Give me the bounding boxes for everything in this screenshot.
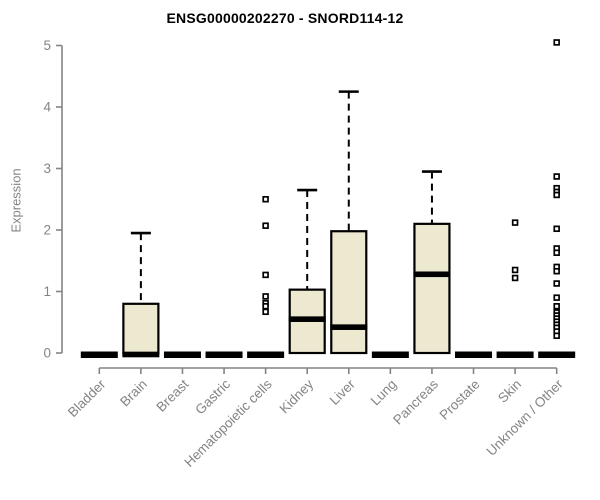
boxplot-flat-zero-box [205, 351, 243, 358]
outlier-point [262, 293, 269, 300]
outlier-point [262, 271, 269, 279]
outlier-point [553, 173, 560, 180]
x-tick-label: Liver [327, 376, 359, 408]
x-tick-label: Prostate [436, 377, 482, 423]
y-tick-label: 3 [43, 161, 51, 176]
outlier-point [262, 308, 269, 316]
boxplot-box [330, 230, 368, 355]
outlier-point [511, 266, 519, 274]
outlier-point [511, 219, 519, 226]
boxplot-flat-zero-box [538, 351, 576, 358]
outlier-point [553, 249, 560, 257]
outlier-point [553, 332, 560, 340]
outlier-point [553, 267, 560, 275]
boxplot-flat-zero-box [371, 351, 409, 358]
boxplot-flat-zero-box [80, 351, 118, 358]
chart-title: ENSG00000202270 - SNORD114-12 [166, 10, 404, 26]
boxplot-median [413, 271, 451, 278]
outlier-point [262, 222, 269, 229]
outlier-point [553, 303, 560, 310]
outlier-point [511, 274, 519, 282]
x-tick-label: Gastric [192, 376, 233, 417]
outlier-point [553, 294, 560, 301]
y-tick-label: 1 [43, 284, 51, 299]
outlier-point [553, 280, 560, 287]
x-tick-label: Skin [495, 377, 524, 406]
boxplot-flat-zero-box [455, 351, 493, 358]
y-tick-label: 0 [43, 346, 51, 361]
y-tick-label: 2 [43, 223, 51, 238]
boxplot-box [413, 222, 451, 355]
boxplot-median [330, 324, 368, 330]
boxplot-median [122, 351, 160, 358]
boxplot-flat-zero-box [247, 351, 285, 358]
outlier-point [262, 196, 269, 203]
x-tick-label: Bladder [65, 376, 109, 420]
outlier-point [553, 39, 560, 46]
x-tick-label: Breast [153, 376, 191, 414]
boxplot-flat-zero-box [163, 351, 201, 358]
outlier-point [262, 303, 269, 310]
y-tick-label: 5 [43, 38, 51, 53]
x-tick-label: Kidney [277, 376, 317, 416]
x-tick-label: Pancreas [390, 376, 441, 427]
x-tick-label: Lung [368, 377, 400, 409]
y-tick-label: 4 [43, 100, 51, 115]
x-tick-label: Brain [117, 377, 150, 410]
outlier-point [553, 191, 560, 199]
boxplot-median [288, 316, 326, 322]
boxplot-box [122, 302, 160, 355]
x-tick-label: Unknown / Other [484, 376, 567, 459]
boxplot-flat-zero-box [496, 351, 534, 358]
outlier-point [553, 225, 560, 233]
